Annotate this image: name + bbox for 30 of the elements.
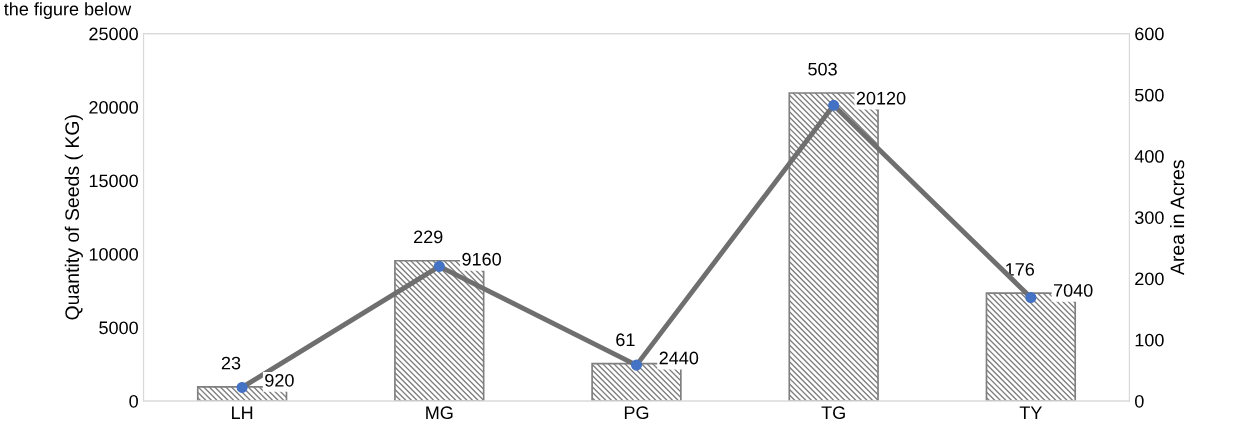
data-label: 229 (414, 230, 443, 244)
y-tick-label: 15000 (89, 174, 138, 188)
y2-tick-label: 500 (1135, 88, 1164, 102)
y-tick-label: 25000 (89, 27, 138, 41)
y2-tick-label: 600 (1135, 27, 1164, 41)
data-label: 920 (265, 373, 294, 387)
y2-tick-label: 0 (1135, 394, 1144, 408)
y2-tick-label: 400 (1134, 149, 1164, 163)
y2-tick-label: 100 (1135, 333, 1164, 347)
y-tick-label: 5000 (99, 321, 138, 335)
data-label: 2440 (659, 351, 699, 365)
y2-tick-label: 300 (1134, 211, 1164, 224)
data-label: 20120 (856, 91, 906, 105)
y-tick-label: 10000 (89, 247, 138, 261)
x-tick-label: PG (624, 406, 649, 420)
data-label: 9160 (462, 252, 501, 266)
data-label: 7040 (1054, 284, 1093, 297)
text: the figure below (4, 2, 132, 20)
y2-axis-title: Area in Acres (1169, 160, 1185, 276)
y-axis-title: Quantity of Seeds ( KG) (64, 115, 83, 320)
data-label: 23 (221, 356, 241, 370)
x-tick-label: MG (426, 406, 453, 420)
data-label: 503 (808, 62, 837, 76)
x-tick-label: LH (232, 406, 253, 419)
y-tick-label: 20000 (89, 101, 138, 114)
y2-tick-label: 200 (1135, 272, 1164, 286)
x-tick-label: TG (821, 406, 845, 420)
x-tick-label: TY (1019, 406, 1042, 419)
y-tick-label: 0 (129, 394, 138, 408)
data-label: 61 (616, 333, 635, 347)
